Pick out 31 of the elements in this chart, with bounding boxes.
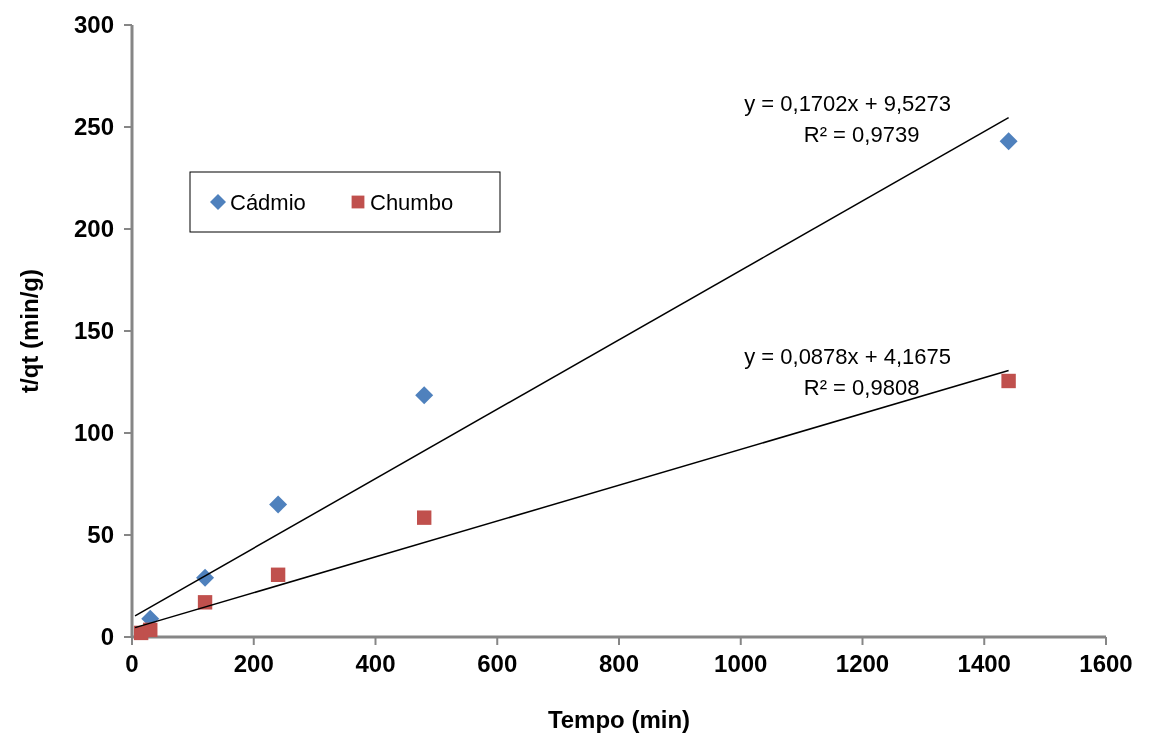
x-tick-label: 400 [355,650,396,677]
annotation: R² = 0,9739 [803,121,920,147]
annotation: R² = 0,9808 [803,374,920,400]
x-tick-label: 1000 [714,650,768,677]
y-tick-label: 100 [73,419,114,446]
annotation: y = 0,1702x + 9,5273 [744,90,951,116]
x-tick-label: 1200 [835,650,890,677]
point [270,567,286,582]
annotation: y = 0,0878x + 4,1675 [744,343,951,369]
y-tick-label: 300 [73,11,114,38]
x-axis-title: Tempo (min) [547,706,691,733]
x-tick-label: 1600 [1079,650,1133,677]
y-tick-label: 0 [100,623,114,650]
point [269,495,288,514]
legend-label: Cádmio [230,190,306,215]
legend-label: Chumbo [370,190,454,215]
y-tick-label: 250 [73,113,114,140]
x-tick-label: 800 [598,650,640,677]
x-tick-label: 600 [477,650,518,677]
point [197,595,213,610]
y-axis-title: t/qt (min/g) [16,269,43,393]
y-tick-label: 200 [73,215,114,242]
y-tick-label: 150 [73,317,114,344]
point [417,510,432,525]
y-tick-label: 50 [87,521,114,548]
point [1001,373,1016,389]
x-tick-label: 200 [233,650,274,677]
point [999,132,1018,151]
x-tick-label: 1400 [957,650,1011,677]
point [415,386,434,405]
x-tick-label: 0 [125,650,139,677]
